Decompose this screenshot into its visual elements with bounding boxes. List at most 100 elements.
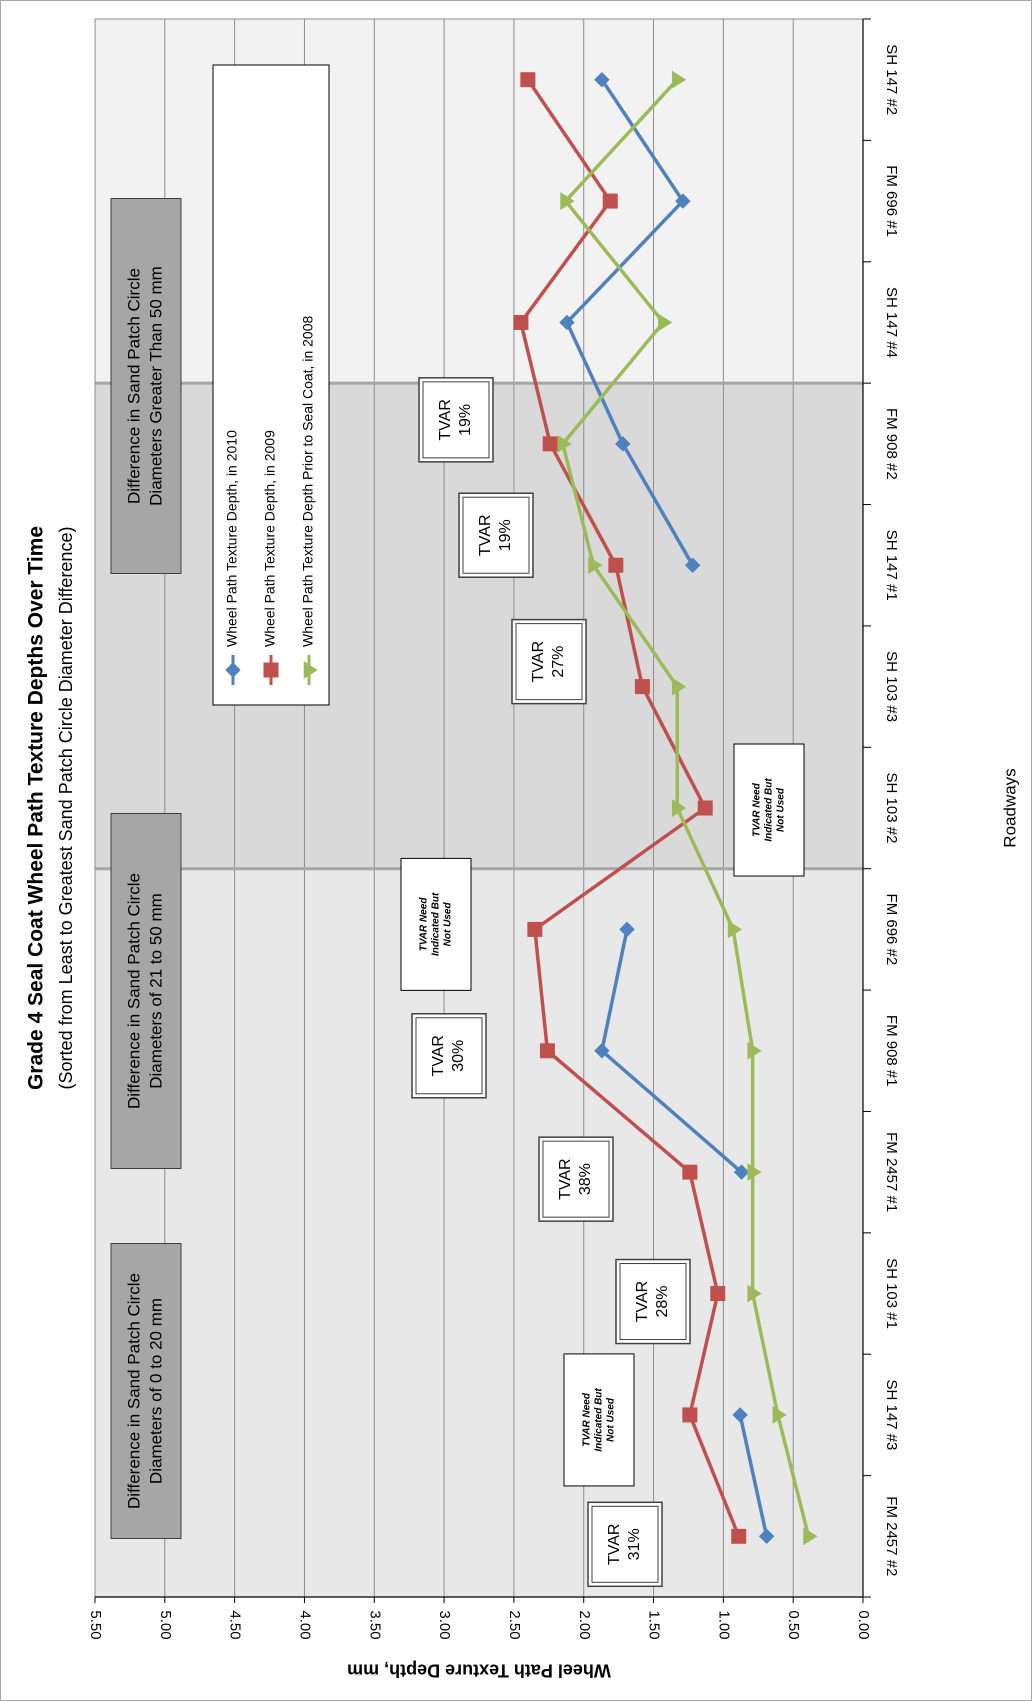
category-label: FM 696 #1	[883, 165, 900, 237]
note-line: Indicated But	[431, 892, 442, 956]
note-line: TVAR Need	[582, 1392, 593, 1447]
zone-band-3	[95, 868, 863, 1597]
data-point	[803, 1527, 818, 1546]
legend-entry: Wheel Path Texture Depth Prior to Seal C…	[300, 316, 318, 685]
data-point	[671, 677, 687, 696]
data-point	[634, 679, 650, 695]
category-label: FM 908 #1	[883, 1015, 900, 1087]
tvar-label: TVAR	[634, 1281, 651, 1322]
data-point	[671, 70, 687, 89]
category-label: FM 2457 #1	[883, 1132, 900, 1212]
data-point	[682, 1164, 698, 1180]
note-line: Indicated But	[764, 778, 775, 842]
data-point	[608, 557, 624, 573]
tvar-label: TVAR	[437, 399, 454, 440]
value-tick-label: 2.50	[506, 1610, 523, 1639]
tvar-note-callout: TVAR Need Indicated But Not Used	[400, 857, 472, 991]
data-point	[727, 920, 743, 939]
data-point	[758, 1528, 775, 1545]
data-point	[602, 193, 618, 209]
tvar-label: TVAR	[606, 1524, 623, 1565]
tvar-callout: TVAR 19%	[458, 492, 534, 578]
value-tick-label: 3.50	[366, 1610, 383, 1639]
data-point	[684, 557, 701, 573]
zone-band-1	[95, 19, 863, 384]
data-point	[559, 314, 575, 331]
zone-label-box: Difference in Sand Patch Circle Diameters…	[110, 1243, 182, 1539]
tvar-callout: TVAR 27%	[511, 618, 587, 705]
note-line: Not Used	[443, 902, 454, 947]
data-point	[731, 1528, 747, 1544]
zone-label-line: Difference in Sand Patch Circle	[124, 873, 143, 1109]
zone-label-line: Difference in Sand Patch Circle	[124, 1273, 143, 1509]
category-label: SH 147 #3	[883, 1379, 900, 1450]
series-3	[557, 70, 818, 1546]
chart-title: Grade 4 Seal Coat Wheel Path Texture Dep…	[25, 526, 48, 1090]
series-line	[738, 1414, 769, 1537]
data-point	[772, 1406, 787, 1424]
category-label: SH 147 #1	[883, 530, 900, 601]
data-point	[560, 192, 575, 210]
value-tick-label: 0.50	[785, 1610, 802, 1639]
category-label: FM 2457 #2	[883, 1496, 900, 1576]
data-point	[658, 313, 673, 332]
tvar-callout: TVAR 31%	[587, 1501, 663, 1588]
legend-marker	[303, 661, 318, 679]
data-point	[732, 1407, 748, 1423]
note-line: Not Used	[606, 1397, 617, 1442]
tvar-label: TVAR	[477, 514, 494, 555]
value-tick-label: 0.00	[855, 1610, 872, 1639]
tvar-value: 31%	[626, 1528, 643, 1560]
legend-label: Wheel Path Texture Depth Prior to Seal C…	[300, 316, 316, 647]
data-point	[594, 1043, 610, 1059]
tvar-note-callout: TVAR Need Indicated But Not Used	[563, 1353, 635, 1487]
note-line: TVAR Need	[752, 782, 763, 837]
category-label: SH 147 #4	[883, 287, 900, 358]
data-point	[615, 436, 631, 452]
data-point	[671, 799, 687, 817]
tvar-callout: TVAR 28%	[615, 1258, 691, 1345]
data-point	[513, 314, 529, 330]
data-point	[594, 71, 610, 88]
category-label: SH 103 #2	[883, 773, 900, 844]
tvar-value: 19%	[497, 519, 514, 551]
tvar-callout: TVAR 30%	[411, 1013, 487, 1099]
tvar-value: 28%	[654, 1286, 671, 1318]
tvar-value: 38%	[577, 1163, 594, 1195]
data-point	[682, 1407, 698, 1423]
data-point	[747, 1284, 762, 1303]
data-point	[675, 193, 691, 209]
data-point	[619, 921, 635, 938]
x-axis-title: Roadways	[1000, 768, 1019, 847]
value-tick-label: 4.50	[227, 1610, 244, 1639]
legend-entry: Wheel Path Texture Depth, in 2009	[262, 430, 279, 685]
value-tick-label: 1.00	[715, 1610, 732, 1639]
chart-subtitle: (Sorted from Least to Greatest Sand Patc…	[56, 527, 76, 1090]
data-point	[710, 1286, 726, 1302]
category-label: SH 147 #2	[883, 44, 900, 115]
data-point	[733, 1164, 750, 1180]
value-tick-label: 2.00	[576, 1610, 593, 1639]
data-point	[527, 921, 543, 937]
tvar-value: 19%	[457, 404, 474, 436]
note-line: Indicated But	[594, 1388, 605, 1452]
data-point	[747, 1041, 762, 1060]
value-tick-label: 3.00	[436, 1610, 453, 1639]
data-point	[697, 800, 713, 816]
note-line: TVAR Need	[419, 897, 430, 952]
tvar-value: 27%	[550, 646, 567, 678]
y-axis-title: Wheel Path Texture Depth, mm	[347, 1660, 611, 1680]
note-line: Not Used	[776, 787, 787, 832]
category-label: FM 908 #2	[883, 408, 900, 480]
zone-label-line: Diameters of 21 to 50 mm	[146, 893, 165, 1089]
zone-label-line: Difference in Sand Patch Circle	[124, 268, 143, 504]
value-tick-label: 5.50	[87, 1610, 104, 1639]
value-tick-label: 4.00	[296, 1610, 313, 1639]
tvar-note-callout: TVAR Need Indicated But Not Used	[733, 743, 805, 877]
data-point	[588, 556, 603, 575]
tvar-callout: TVAR 19%	[418, 377, 494, 463]
tvar-value: 30%	[450, 1040, 467, 1072]
series-2	[513, 72, 747, 1544]
